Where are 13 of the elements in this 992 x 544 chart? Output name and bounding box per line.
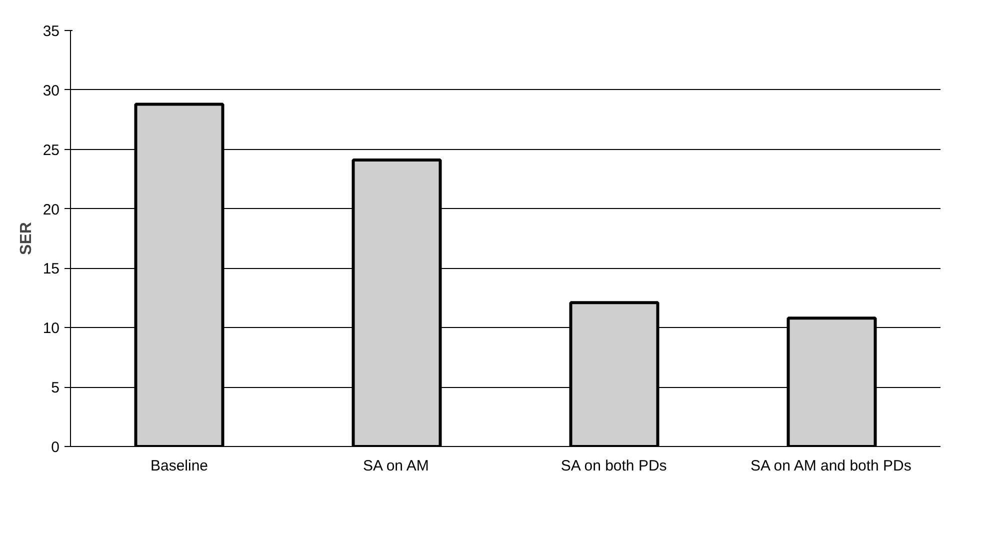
x-tick-label: SA on both PDs — [560, 458, 667, 474]
x-tick-label: SA on AM and both PDs — [750, 458, 912, 474]
x-tick-label: Baseline — [150, 458, 208, 474]
y-tick-label: 35 — [42, 23, 60, 40]
y-axis-title: SER — [18, 222, 35, 255]
y-tick-label: 20 — [42, 201, 60, 218]
x-tick-label: SA on AM — [362, 458, 429, 474]
y-tick-label: 5 — [51, 380, 60, 397]
y-tick-label: 30 — [42, 82, 60, 100]
y-tick-label: 25 — [42, 142, 60, 159]
y-tick-label: 10 — [42, 320, 60, 338]
y-tick-label: 0 — [51, 439, 60, 456]
y-tick-label: 15 — [42, 260, 60, 278]
